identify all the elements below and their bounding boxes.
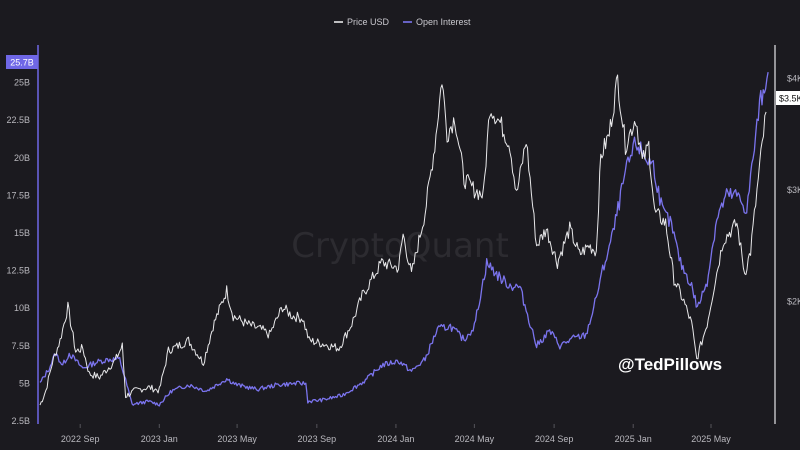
right-current-value-badge: $3.5K [776,91,800,105]
x-tick-label: 2023 Sep [298,434,337,444]
right-badge-background [776,91,800,105]
left-badge-background [6,55,38,69]
x-tick-label: 2022 Sep [61,434,100,444]
left-tick-label: 25B [14,78,30,88]
left-axis-ticks: 2.5B 5B 7.5B 10B 12.5B 15B 17.5B 20B 22.5B 25B [6,78,30,426]
x-tick-label: 2025 May [691,434,731,444]
x-tick-label: 2023 May [217,434,257,444]
series-line-price [39,74,767,406]
legend[interactable]: Price USD Open Interest [334,17,471,27]
left-tick-label: 15B [14,228,30,238]
left-tick-label: 5B [19,378,30,388]
right-tick-label: $2K [787,296,800,306]
left-tick-label: 7.5B [11,341,30,351]
left-tick-label: 22.5B [6,115,30,125]
left-tick-label: 17.5B [6,190,30,200]
series-line-open-interest [39,71,769,407]
legend-label-oi[interactable]: Open Interest [416,17,471,27]
left-tick-label: 2.5B [11,416,30,426]
left-tick-label: 12.5B [6,266,30,276]
right-axis-ticks: $2K $3K $4K [787,73,800,306]
x-tick-label: 2024 May [455,434,495,444]
left-tick-label: 20B [14,153,30,163]
x-tick-label: 2024 Sep [535,434,574,444]
left-current-value-badge: 25.7B [6,55,38,69]
legend-label-price[interactable]: Price USD [347,17,390,27]
x-tick-label: 2025 Jan [615,434,652,444]
left-badge-label: 25.7B [10,58,34,68]
x-tick-label: 2023 Jan [141,434,178,444]
author-handle: @TedPillows [618,355,723,374]
right-badge-label: $3.5K [779,94,800,104]
right-tick-label: $3K [787,185,800,195]
x-axis-ticks: 2022 Sep 2023 Jan 2023 May 2023 Sep 2024 Jan… [61,424,731,444]
left-tick-label: 10B [14,303,30,313]
x-tick-label: 2024 Jan [377,434,414,444]
right-tick-label: $4K [787,73,800,83]
watermark-text: CryptoQuant [291,226,509,266]
